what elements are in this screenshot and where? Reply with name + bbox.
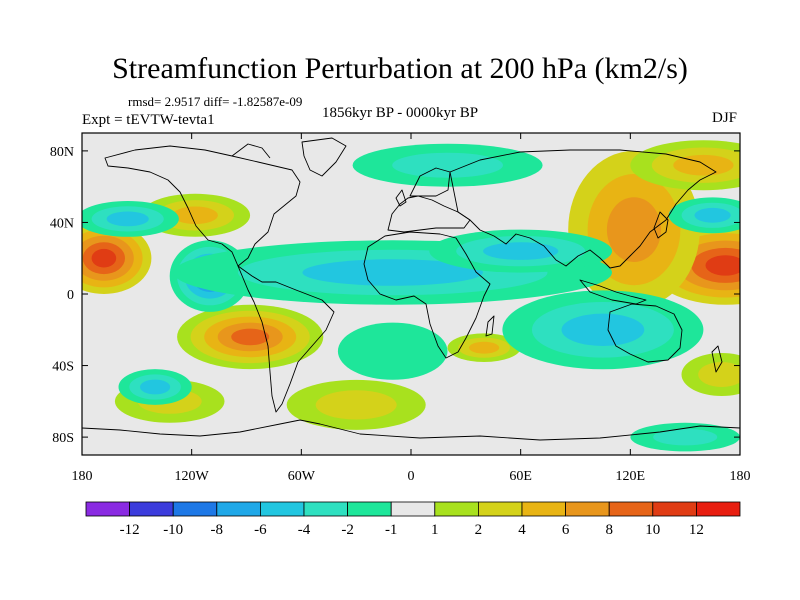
colorbar-swatch bbox=[129, 501, 174, 517]
contour-blob-1-level-10 bbox=[705, 255, 740, 276]
colorbar-swatch bbox=[172, 501, 218, 517]
contour-blob-13-level--4 bbox=[561, 313, 645, 346]
colorbar-swatch bbox=[608, 501, 654, 517]
lon-tick-label: 60E bbox=[509, 469, 532, 484]
colorbar: -12 -10 -8 -6 -4 -2 -1 1 2 4 6 8 10 12 bbox=[85, 501, 741, 538]
period-label: 1856kyr BP - 0000kyr BP bbox=[322, 105, 479, 121]
colorbar-label: -1 bbox=[385, 522, 398, 538]
lon-tick-label: 180 bbox=[730, 469, 751, 484]
contour-blob-0-level-10 bbox=[91, 248, 117, 268]
colorbar-label: 8 bbox=[605, 522, 613, 538]
contour-blob-14-level--4 bbox=[140, 379, 171, 395]
colorbar-label: -12 bbox=[120, 522, 140, 538]
colorbar-swatch bbox=[477, 501, 523, 517]
contour-blob-8-level-4 bbox=[673, 154, 734, 176]
coast-arctic-islands bbox=[231, 143, 271, 159]
colorbar-swatch bbox=[521, 501, 566, 517]
colorbar-label: 10 bbox=[645, 522, 660, 538]
colorbar-label: -4 bbox=[298, 522, 311, 538]
contour-blob-17-level--2 bbox=[392, 152, 503, 178]
colorbar-swatch bbox=[652, 501, 697, 517]
coast-japan bbox=[653, 211, 669, 239]
lat-tick-label: 40S bbox=[52, 360, 74, 375]
colorbar-label: -2 bbox=[341, 522, 354, 538]
colorbar-label: -6 bbox=[254, 522, 267, 538]
colorbar-swatch bbox=[390, 501, 436, 517]
colorbar-label: 12 bbox=[689, 522, 704, 538]
lon-tick-label: 0 bbox=[408, 469, 415, 484]
colorbar-label: 1 bbox=[431, 522, 439, 538]
colorbar-label: 6 bbox=[562, 522, 570, 538]
colorbar-swatch bbox=[565, 501, 610, 517]
lat-tick-label: 80N bbox=[50, 145, 74, 160]
lat-tick-label: 0 bbox=[67, 288, 74, 303]
coast-africa bbox=[363, 231, 491, 359]
colorbar-swatch bbox=[85, 501, 130, 517]
lon-tick-label: 60W bbox=[288, 469, 316, 484]
contour-blob-4-level-4 bbox=[172, 206, 218, 225]
contour-blob-11-level--4 bbox=[302, 259, 484, 286]
colorbar-label: 4 bbox=[518, 522, 526, 538]
contour-blob-12-level--4 bbox=[483, 242, 559, 260]
contour-blob-2-level-6 bbox=[606, 197, 662, 262]
coast-greenland bbox=[301, 137, 347, 177]
contour-blob-5-level-4 bbox=[469, 341, 500, 354]
map-axes: 180 120W 60W 0 60E 120E 180 80N 40N 0 40S 80S bbox=[50, 133, 751, 484]
coast-new-zealand bbox=[711, 345, 723, 373]
coast-north-america bbox=[104, 145, 301, 267]
map-title: Streamfunction Perturbation at 200 hPa (… bbox=[112, 52, 688, 85]
colorbar-swatch bbox=[259, 501, 305, 517]
colorbar-swatch bbox=[216, 501, 261, 517]
colorbar-label: 2 bbox=[475, 522, 483, 538]
colorbar-swatch bbox=[347, 501, 392, 517]
coast-antarctica bbox=[82, 419, 740, 441]
colorbar-swatch bbox=[696, 501, 741, 517]
colorbar-swatch bbox=[434, 501, 479, 517]
contour-blob-15-level--4 bbox=[106, 211, 149, 227]
experiment-label: Expt = tEVTW-tevta1 bbox=[82, 112, 215, 128]
lon-tick-label: 180 bbox=[72, 469, 93, 484]
lat-tick-label: 40N bbox=[50, 216, 74, 231]
coast-uk bbox=[395, 189, 407, 207]
contour-blob-18-level--2 bbox=[653, 428, 718, 446]
rmsd-diff-stats: rmsd= 2.9517 diff= -1.82587e-09 bbox=[128, 94, 303, 109]
contour-blob-16-level--4 bbox=[694, 207, 731, 223]
contour-blob-19-level--1 bbox=[337, 322, 448, 380]
lat-tick-label: 80S bbox=[52, 431, 74, 446]
contour-blob-7-level-2 bbox=[315, 390, 397, 420]
colorbar-label: -10 bbox=[163, 522, 183, 538]
season-label: DJF bbox=[712, 110, 738, 126]
lon-tick-label: 120E bbox=[616, 469, 646, 484]
contour-blob-9-level-2 bbox=[698, 362, 740, 387]
coast-indonesia bbox=[579, 279, 647, 305]
coastlines bbox=[82, 137, 740, 441]
coast-south-america bbox=[237, 265, 335, 413]
coast-madagascar bbox=[485, 315, 495, 337]
contour-field bbox=[82, 140, 740, 452]
colorbar-label: -8 bbox=[211, 522, 224, 538]
colorbar-swatch bbox=[303, 501, 348, 517]
lon-tick-label: 120W bbox=[175, 469, 210, 484]
contour-blob-3-level-8 bbox=[231, 328, 270, 346]
coast-australia bbox=[607, 303, 683, 363]
coast-asia bbox=[449, 149, 717, 269]
